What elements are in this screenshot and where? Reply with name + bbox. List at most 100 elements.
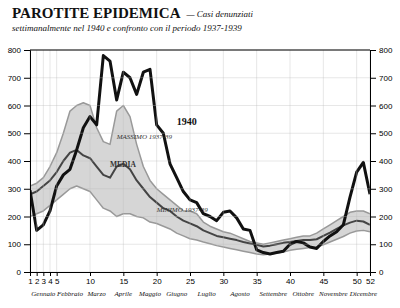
tick: 3 (42, 272, 47, 286)
tick: 30 (219, 272, 228, 286)
tick-mark (24, 272, 30, 273)
tick-label: 10 (86, 277, 95, 286)
tick-mark (24, 217, 30, 218)
tick: 500 (8, 129, 30, 138)
annotations: 1940 MASSIMO 1937-39 MEDIA MINIMO 1937-39 Ge… (31, 116, 377, 298)
tick-mark (370, 244, 376, 245)
tick-label: 200 (379, 213, 393, 222)
tick: 800 (370, 46, 393, 55)
series-label: MEDIA (110, 160, 136, 169)
frame (30, 50, 370, 51)
tick: 35 (253, 272, 262, 286)
tick-mark (370, 217, 376, 218)
line (30, 56, 370, 254)
tick-label: 800 (379, 46, 393, 55)
tick-label: 300 (379, 185, 393, 194)
tick-label: 100 (8, 240, 22, 249)
tick-label: 4 (48, 277, 53, 286)
line (30, 103, 370, 245)
tick-label: 35 (253, 277, 262, 286)
tick-mark (37, 272, 38, 276)
tick: 0 (17, 268, 30, 277)
month-label: Dicembre (349, 290, 377, 298)
tick-label: 800 (8, 46, 22, 55)
tick-mark (90, 272, 91, 276)
tick-label: 52 (366, 277, 375, 286)
tick-label: 40 (286, 277, 295, 286)
tick: 15 (119, 272, 128, 286)
series-label: MASSIMO 1937-39 (116, 133, 173, 141)
grid-line (30, 188, 370, 189)
plot-area (30, 56, 370, 255)
tick: 600 (370, 102, 393, 111)
tick: 100 (8, 240, 30, 249)
tick-label: 2 (35, 277, 40, 286)
month-label: Giugno (166, 290, 188, 298)
line (30, 186, 370, 255)
tick: 10 (86, 272, 95, 286)
month-label: Luglio (197, 290, 217, 298)
tick: 400 (8, 157, 30, 166)
subtitle: — Casi denunziati (186, 9, 254, 19)
tick: 400 (370, 157, 393, 166)
tick-label: 500 (8, 129, 22, 138)
tick-mark (57, 272, 58, 276)
tick-mark (190, 272, 191, 276)
grid-line (30, 133, 370, 134)
tick-label: 20 (153, 277, 162, 286)
grid-line (30, 161, 370, 162)
tick-label: 30 (219, 277, 228, 286)
axis-line (371, 51, 377, 273)
tick-mark (43, 272, 44, 276)
grid-line (30, 216, 370, 217)
tick: 25 (186, 272, 195, 286)
grid-line (30, 50, 370, 51)
tick-mark (24, 161, 30, 162)
tick-mark (157, 272, 158, 276)
chart: PAROTITE EPIDEMICA— Casi denunziatisetti… (0, 0, 400, 308)
tick-mark (24, 133, 30, 134)
tick-mark (370, 106, 376, 107)
tick-label: 15 (119, 277, 128, 286)
tick-mark (357, 272, 358, 276)
tick-label: 700 (8, 74, 22, 83)
month-label: Settembre (259, 290, 287, 298)
series-label: MINIMO 1937-39 (156, 206, 209, 214)
tick-mark (50, 272, 51, 276)
y-axis: 0100200300400500600700800 (8, 46, 31, 277)
month-label: Marzo (87, 290, 107, 298)
tick-label: 50 (353, 277, 362, 286)
tick-mark (223, 272, 224, 276)
tick-label: 500 (379, 129, 393, 138)
tick-label: 700 (379, 74, 393, 83)
tick-label: 400 (8, 157, 22, 166)
tick-label: 0 (17, 268, 22, 277)
tick: 600 (8, 102, 30, 111)
tick: 0 (370, 268, 384, 277)
range-band (30, 103, 370, 255)
month-label: Ottobre (293, 290, 315, 298)
tick-mark (370, 189, 376, 190)
tick: 200 (8, 213, 30, 222)
tick: 300 (370, 185, 393, 194)
tick-mark (370, 161, 376, 162)
axis-line (31, 273, 371, 277)
subtitle: settimanalmente nel 1940 e confronto con… (12, 23, 242, 33)
tick: 800 (8, 46, 30, 55)
month-label: Febbraio (56, 290, 84, 298)
series-label: 1940 (177, 116, 197, 127)
tick: 200 (370, 213, 393, 222)
axis-line (24, 51, 31, 273)
tick: 700 (8, 74, 30, 83)
tick: 100 (370, 240, 393, 249)
tick: 5 (55, 272, 60, 286)
tick-mark (370, 78, 376, 79)
tick-label: 3 (42, 277, 47, 286)
line (30, 150, 370, 247)
tick-label: 25 (186, 277, 195, 286)
tick-mark (24, 50, 30, 51)
month-label: Gennaio (31, 290, 56, 298)
grid (30, 50, 370, 272)
tick-mark (370, 272, 376, 273)
tick-label: 0 (379, 268, 384, 277)
